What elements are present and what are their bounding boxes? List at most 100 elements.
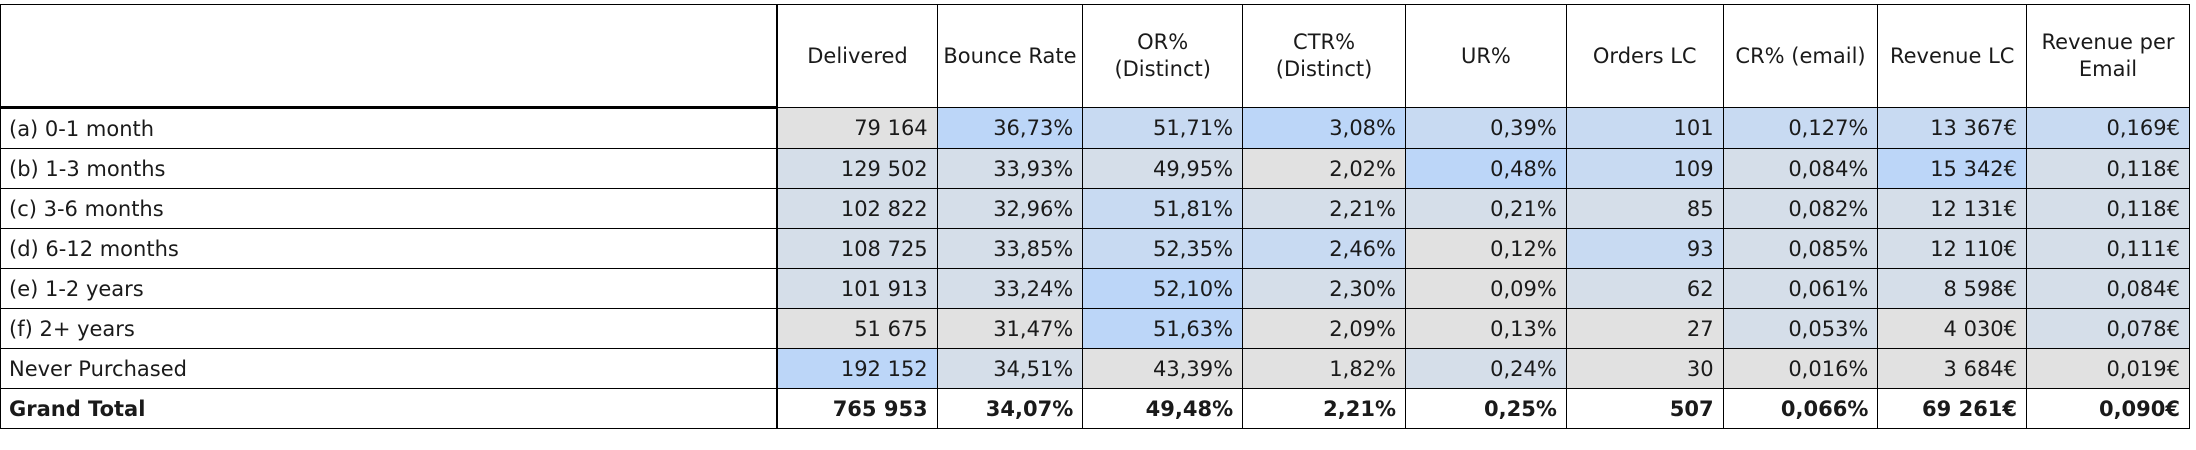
value-cell: 0,21% <box>1405 188 1567 229</box>
value-cell: 109 <box>1565 148 1724 189</box>
table-body: (a) 0-1 month 79 164 36,73% 51,71% 3,08% 0,39… <box>0 107 2190 429</box>
value-cell: 507 <box>1565 388 1724 429</box>
row-label: (f) 2+ years <box>0 308 779 349</box>
table-row: (e) 1-2 years 101 913 33,24% 52,10% 2,30% 0,0… <box>0 268 2190 309</box>
value-cell: 31,47% <box>936 308 1084 349</box>
column-header: OR% (Distinct) <box>1082 4 1244 108</box>
value-cell: 49,95% <box>1082 148 1244 189</box>
value-cell: 79 164 <box>776 107 938 149</box>
value-cell: 0,169€ <box>2026 107 2190 149</box>
column-header: Delivered <box>776 4 938 108</box>
value-cell: 34,51% <box>936 348 1084 389</box>
column-header: CTR% (Distinct) <box>1242 4 1406 108</box>
value-cell: 101 <box>1565 107 1724 149</box>
value-cell: 0,127% <box>1722 107 1879 149</box>
value-cell: 0,082% <box>1722 188 1879 229</box>
column-header: Revenue LC <box>1877 4 2028 108</box>
value-cell: 2,46% <box>1242 228 1406 269</box>
column-header: Bounce Rate <box>936 4 1084 108</box>
row-label: (c) 3-6 months <box>0 188 779 229</box>
value-cell: 2,21% <box>1242 388 1406 429</box>
value-cell: 0,48% <box>1405 148 1567 189</box>
value-cell: 0,084% <box>1722 148 1879 189</box>
value-cell: 52,35% <box>1082 228 1244 269</box>
performance-table: Delivered Bounce Rate OR% (Distinct) CTR% (Di… <box>0 4 2190 429</box>
value-cell: 0,084€ <box>2026 268 2190 309</box>
value-cell: 0,09% <box>1405 268 1567 309</box>
value-cell: 12 131€ <box>1877 188 2028 229</box>
value-cell: 51,63% <box>1082 308 1244 349</box>
value-cell: 0,111€ <box>2026 228 2190 269</box>
row-header-cell <box>0 4 779 109</box>
value-cell: 30 <box>1565 348 1724 389</box>
column-header: CR% (email) <box>1722 4 1879 108</box>
value-cell: 0,118€ <box>2026 148 2190 189</box>
value-cell: 129 502 <box>776 148 938 189</box>
value-cell: 32,96% <box>936 188 1084 229</box>
column-header: Orders LC <box>1565 4 1724 108</box>
value-cell: 33,85% <box>936 228 1084 269</box>
value-cell: 2,30% <box>1242 268 1406 309</box>
value-cell: 69 261€ <box>1877 388 2028 429</box>
value-cell: 102 822 <box>776 188 938 229</box>
row-label: (e) 1-2 years <box>0 268 779 309</box>
header-row: Delivered Bounce Rate OR% (Distinct) CTR% (Di… <box>0 4 2190 109</box>
value-cell: 49,48% <box>1082 388 1244 429</box>
value-cell: 33,24% <box>936 268 1084 309</box>
row-label: (d) 6-12 months <box>0 228 779 269</box>
value-cell: 0,25% <box>1405 388 1567 429</box>
value-cell: 62 <box>1565 268 1724 309</box>
value-cell: 101 913 <box>776 268 938 309</box>
value-cell: 0,085% <box>1722 228 1879 269</box>
value-cell: 0,061% <box>1722 268 1879 309</box>
value-cell: 0,39% <box>1405 107 1567 149</box>
value-cell: 0,016% <box>1722 348 1879 389</box>
value-cell: 192 152 <box>776 348 938 389</box>
value-cell: 36,73% <box>936 107 1084 149</box>
row-label: (b) 1-3 months <box>0 148 779 189</box>
table-row: (c) 3-6 months 102 822 32,96% 51,81% 2,21% 0,… <box>0 188 2190 229</box>
value-cell: 12 110€ <box>1877 228 2028 269</box>
value-cell: 0,13% <box>1405 308 1567 349</box>
value-cell: 13 367€ <box>1877 107 2028 149</box>
table-row: (f) 2+ years 51 675 31,47% 51,63% 2,09% 0,13%… <box>0 308 2190 349</box>
column-header: Revenue per Email <box>2026 4 2190 108</box>
value-cell: 15 342€ <box>1877 148 2028 189</box>
value-cell: 52,10% <box>1082 268 1244 309</box>
value-cell: 0,019€ <box>2026 348 2190 389</box>
row-label: Never Purchased <box>0 348 779 389</box>
value-cell: 2,09% <box>1242 308 1406 349</box>
value-cell: 2,21% <box>1242 188 1406 229</box>
total-row: Grand Total 765 953 34,07% 49,48% 2,21% 0,25%… <box>0 388 2190 429</box>
value-cell: 4 030€ <box>1877 308 2028 349</box>
table-row: Never Purchased 192 152 34,51% 43,39% 1,82% 0… <box>0 348 2190 389</box>
table-row: (a) 0-1 month 79 164 36,73% 51,71% 3,08% 0,39… <box>0 107 2190 149</box>
value-cell: 27 <box>1565 308 1724 349</box>
value-cell: 51,71% <box>1082 107 1244 149</box>
value-cell: 0,24% <box>1405 348 1567 389</box>
value-cell: 0,078€ <box>2026 308 2190 349</box>
value-cell: 0,066% <box>1722 388 1879 429</box>
row-label: (a) 0-1 month <box>0 107 779 149</box>
value-cell: 8 598€ <box>1877 268 2028 309</box>
column-header: UR% <box>1405 4 1567 108</box>
table-row: (b) 1-3 months 129 502 33,93% 49,95% 2,02% 0,… <box>0 148 2190 189</box>
value-cell: 765 953 <box>776 388 938 429</box>
value-cell: 3 684€ <box>1877 348 2028 389</box>
value-cell: 2,02% <box>1242 148 1406 189</box>
value-cell: 34,07% <box>936 388 1084 429</box>
value-cell: 85 <box>1565 188 1724 229</box>
value-cell: 0,090€ <box>2026 388 2190 429</box>
value-cell: 93 <box>1565 228 1724 269</box>
value-cell: 51 675 <box>776 308 938 349</box>
value-cell: 51,81% <box>1082 188 1244 229</box>
value-cell: 33,93% <box>936 148 1084 189</box>
value-cell: 0,12% <box>1405 228 1567 269</box>
value-cell: 0,053% <box>1722 308 1879 349</box>
value-cell: 43,39% <box>1082 348 1244 389</box>
total-label: Grand Total <box>0 388 779 429</box>
table-row: (d) 6-12 months 108 725 33,85% 52,35% 2,46% 0… <box>0 228 2190 269</box>
value-cell: 108 725 <box>776 228 938 269</box>
value-cell: 0,118€ <box>2026 188 2190 229</box>
